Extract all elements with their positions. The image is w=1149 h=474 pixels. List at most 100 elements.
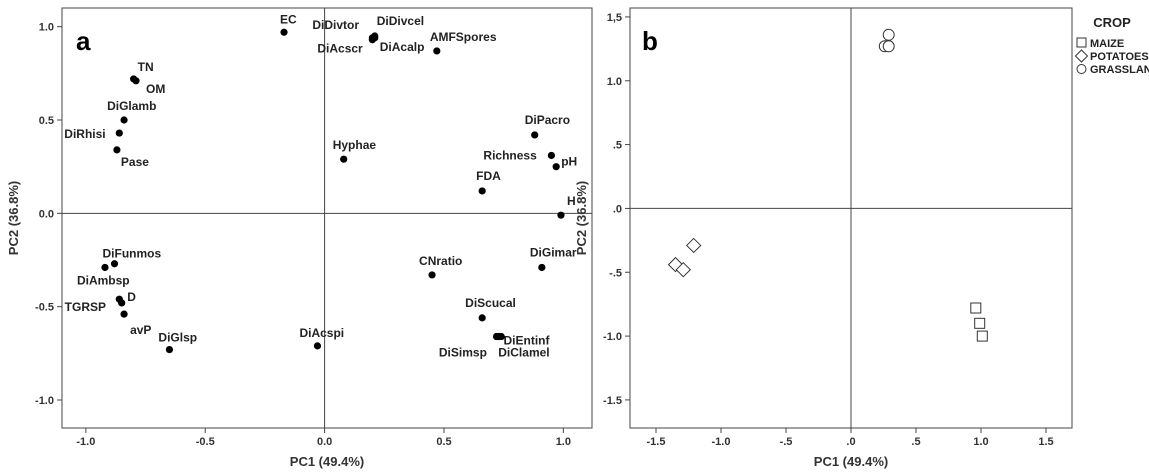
x-tick-label: .5	[911, 436, 920, 448]
point-marker	[552, 163, 560, 171]
point-label: EC	[280, 12, 297, 26]
y-tick-label: 0.0	[39, 208, 54, 220]
legend-label: GRASSLAND	[1090, 64, 1149, 76]
y-tick-label: 1.0	[39, 22, 54, 34]
point-label: Hyphae	[333, 138, 377, 152]
point-marker	[433, 47, 441, 55]
point-marker	[478, 314, 486, 322]
y-tick-label: -1.0	[35, 395, 54, 407]
x-tick-label: 1.0	[556, 436, 571, 448]
point-label: DiAcalp	[380, 40, 425, 54]
point-label: DiDivtor	[312, 18, 359, 32]
panel-b: -1.5 -1.0 -.5 .0 .5 1.0 1.5 -1.5 -1.0 -.5 .0 .5 1.0 1…	[574, 7, 1073, 469]
point-label: DiFunmos	[103, 247, 162, 261]
legend-marker-square	[1076, 37, 1087, 48]
y-tick-label: -0.5	[35, 302, 54, 314]
y-tick-label: -.5	[609, 267, 622, 279]
point-label: DiScucal	[465, 296, 516, 310]
legend-label: MAIZE	[1090, 38, 1124, 50]
legend: CROP MAIZEPOTATOESGRASSLAND	[1074, 15, 1149, 76]
point-marker	[531, 131, 539, 139]
legend-title: CROP	[1093, 15, 1131, 30]
point-label: DiClamel	[498, 346, 549, 360]
point-marker	[478, 187, 486, 195]
point-label: FDA	[476, 169, 501, 183]
point-label: DiPacro	[525, 113, 570, 127]
x-tick-label: -1.5	[647, 436, 666, 448]
panel-letter: a	[76, 26, 91, 56]
panel-letter: b	[642, 26, 658, 56]
point-label: DiEntinf	[504, 334, 551, 348]
point-label: OM	[146, 82, 165, 96]
x-tick-label: .0	[846, 436, 855, 448]
point-label: avP	[130, 323, 151, 337]
point-marker	[132, 77, 140, 85]
point-marker	[115, 129, 123, 137]
x-tick-label: -1.0	[76, 436, 95, 448]
series-point-potatoes	[685, 237, 702, 254]
point-label: pH	[561, 155, 577, 169]
y-tick-label: .0	[613, 203, 622, 215]
x-tick-label: 0.0	[317, 436, 332, 448]
series-point-maize	[970, 302, 982, 314]
point-label: DiGimar	[530, 245, 577, 259]
x-axis-label: PC1 (49.4%)	[814, 454, 888, 469]
legend-marker-circle	[1076, 64, 1087, 74]
point-label: DiAcscr	[317, 42, 363, 56]
point-marker	[538, 263, 546, 272]
series-point-potatoes	[675, 261, 692, 278]
point-marker	[118, 299, 126, 307]
point-label: DiGlamb	[107, 99, 156, 113]
y-axis-label: PC2 (36.8%)	[574, 181, 589, 255]
x-tick-label: 1.5	[1038, 436, 1053, 448]
x-axis-label: PC1 (49.4%)	[290, 454, 364, 469]
series-point-maize	[974, 317, 986, 329]
x-tick-label: 0.5	[436, 436, 451, 448]
point-marker	[557, 211, 565, 219]
y-tick-label: .5	[613, 140, 622, 152]
point-marker	[120, 116, 128, 124]
point-label: Richness	[483, 148, 537, 162]
point-marker	[280, 28, 288, 36]
legend-marker-diamond	[1074, 49, 1089, 63]
x-tick-label: -1.0	[712, 436, 731, 448]
point-label: DiSimsp	[439, 346, 487, 360]
point-marker	[340, 155, 348, 163]
y-tick-label: 1.0	[607, 76, 622, 88]
point-marker	[371, 34, 379, 42]
point-marker	[101, 263, 109, 272]
series-point-grassland	[882, 40, 895, 53]
point-label: DiDivcel	[377, 14, 424, 28]
x-tick-label: -0.5	[196, 436, 215, 448]
point-label: TGRSP	[65, 300, 106, 314]
series-point-maize	[976, 330, 988, 342]
x-tick-label: -.5	[780, 436, 793, 448]
point-label: CNratio	[419, 254, 462, 268]
point-marker	[165, 346, 174, 354]
point-marker	[547, 151, 556, 160]
point-label: DiAmbsp	[77, 273, 130, 287]
y-axis-label: PC2 (36.8%)	[6, 181, 21, 255]
point-marker	[313, 342, 322, 350]
y-tick-label: -1.5	[603, 395, 622, 407]
point-marker	[497, 332, 505, 341]
panel-a: -1.0 -0.5 0.0 0.5 1.0 -1.0 -0.5 0.0 0.5 1.0 PC1 (4…	[6, 7, 593, 469]
point-label: D	[127, 290, 136, 304]
point-label: AMFSpores	[430, 30, 497, 44]
point-marker	[120, 310, 128, 318]
point-label: DiRhisi	[64, 127, 105, 141]
legend-label: POTATOES	[1090, 51, 1149, 63]
y-tick-label: 0.5	[39, 115, 54, 127]
point-marker	[110, 260, 119, 268]
point-label: H	[567, 194, 576, 208]
point-marker	[113, 146, 121, 154]
point-label: TN	[138, 60, 154, 74]
y-tick-label: -1.0	[603, 331, 622, 343]
plot-frame	[61, 7, 593, 429]
point-label: DiAcspi	[299, 326, 344, 340]
point-marker	[428, 271, 436, 279]
y-tick-label: 1,5	[607, 12, 622, 24]
point-label: Pase	[121, 155, 149, 169]
x-tick-label: 1.0	[973, 436, 988, 448]
